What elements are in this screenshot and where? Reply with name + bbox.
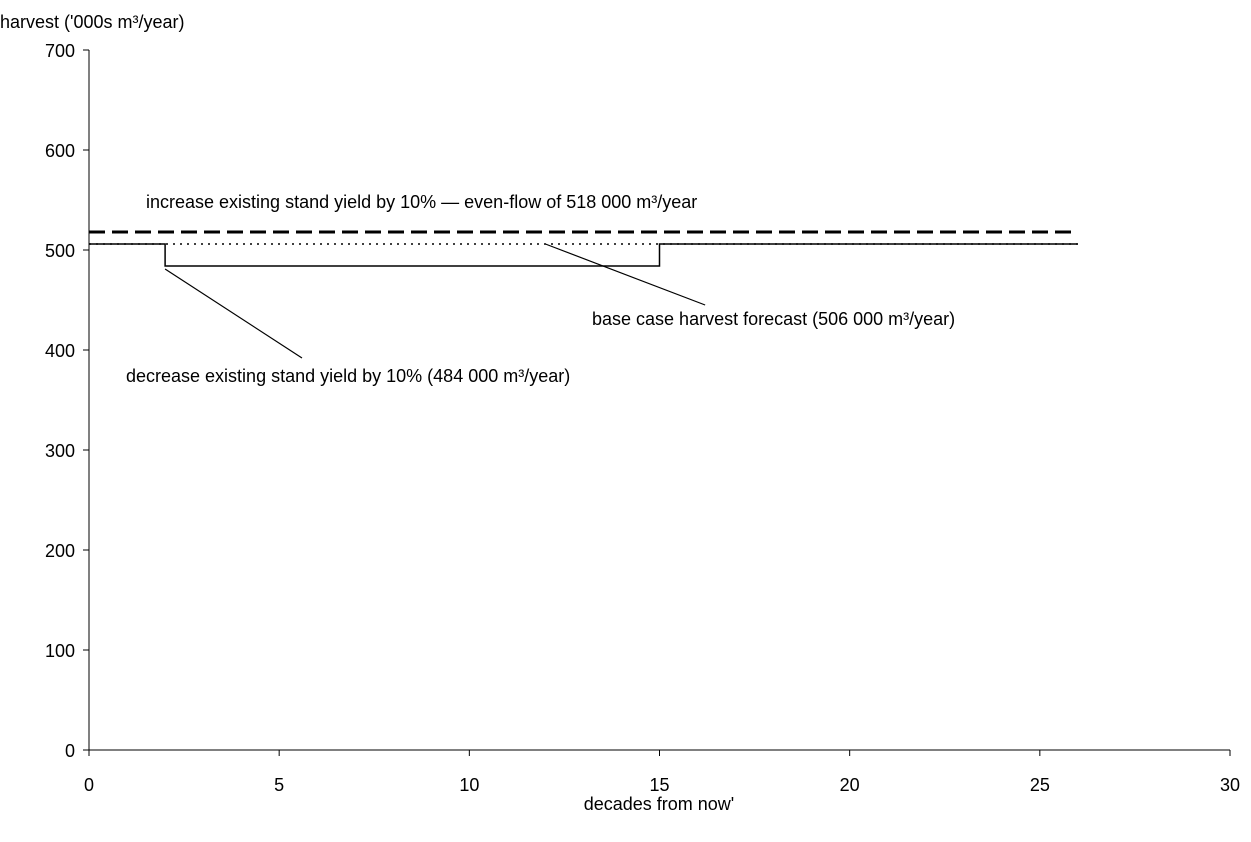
x-tick-label-10: 10 [459, 775, 479, 795]
x-tick-label-25: 25 [1030, 775, 1050, 795]
y-tick-label-200: 200 [45, 541, 75, 561]
leader-line-base [545, 243, 706, 306]
series-layer [89, 230, 1078, 267]
x-tick-label-15: 15 [649, 775, 669, 795]
series-line-solid [89, 243, 1078, 267]
y-tick-label-100: 100 [45, 641, 75, 661]
leader-line-decrease [164, 268, 303, 359]
x-tick-label-20: 20 [840, 775, 860, 795]
y-tick-label-400: 400 [45, 341, 75, 361]
axes: 0 100 200 300 400 500 600 700 0 5 10 15 20 25 30 [45, 41, 1240, 795]
annotation-base: base case harvest forecast (506 000 m³/y… [592, 309, 955, 329]
y-tick-label-700: 700 [45, 41, 75, 61]
y-axis-label: harvest ('000s m³/year) [0, 12, 185, 32]
x-tick-label-5: 5 [274, 775, 284, 795]
y-tick-label-500: 500 [45, 241, 75, 261]
annotation-layer: increase existing stand yield by 10% — e… [126, 192, 955, 386]
x-tick-label-30: 30 [1220, 775, 1240, 795]
annotation-decrease: decrease existing stand yield by 10% (48… [126, 366, 570, 386]
x-tick-label-0: 0 [84, 775, 94, 795]
y-tick-label-600: 600 [45, 141, 75, 161]
y-tick-label-0: 0 [65, 741, 75, 761]
x-axis-label: decades from now' [584, 794, 735, 814]
annotation-increase: increase existing stand yield by 10% — e… [146, 192, 697, 212]
y-tick-label-300: 300 [45, 441, 75, 461]
